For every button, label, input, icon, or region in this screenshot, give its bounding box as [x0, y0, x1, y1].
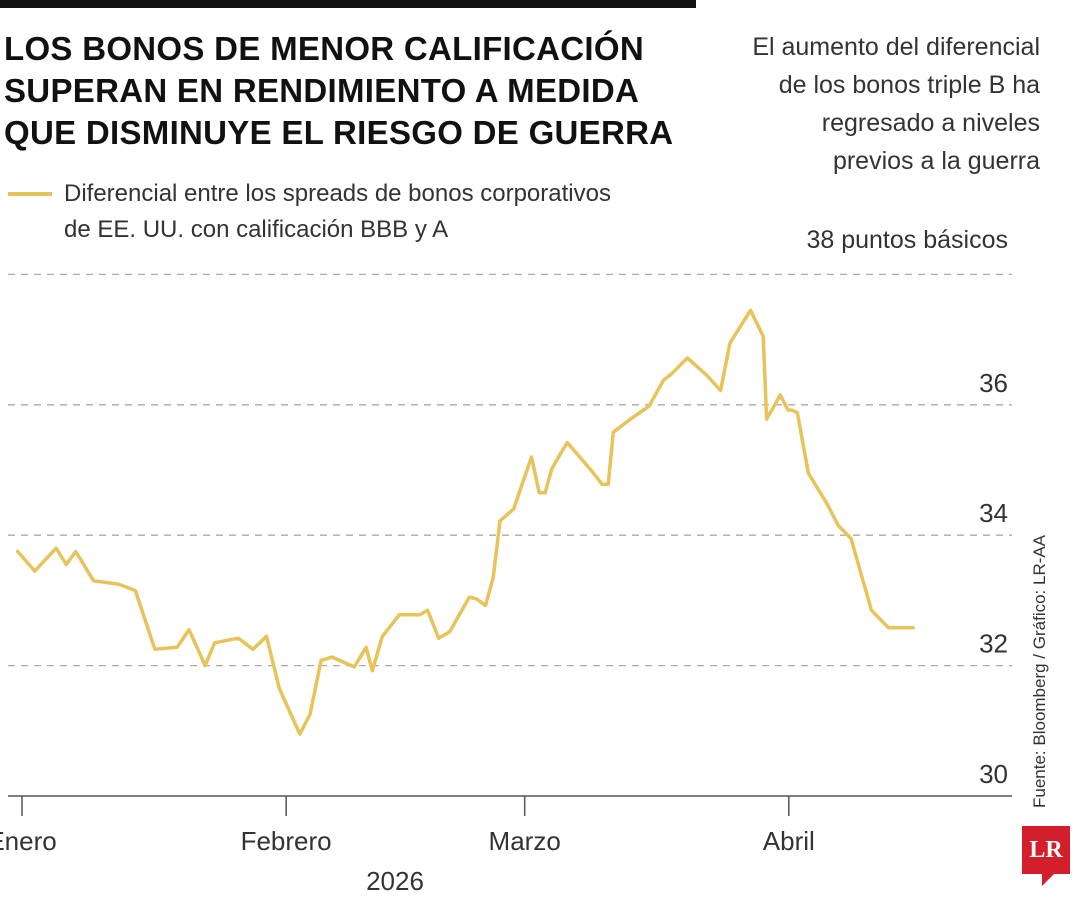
source-credit: Fuente: Bloomberg / Gráfico: LR-AA: [1030, 534, 1049, 808]
legend-swatch: [8, 192, 52, 196]
x-tick-label-febrero: Febrero: [241, 826, 332, 856]
lr-logo-text: LR: [1029, 837, 1063, 863]
legend-label-line-1: Diferencial entre los spreads de bonos c…: [64, 180, 611, 207]
chart-subtitle: El aumento del diferencial de los bonos …: [740, 28, 1040, 180]
legend-label-line-2: de EE. UU. con calificación BBB y A: [64, 216, 449, 243]
title-line-1: LOS BONOS DE MENOR CALIFICACIÓN: [4, 30, 644, 67]
chart-title: LOS BONOS DE MENOR CALIFICACIÓN SUPERAN …: [4, 28, 704, 154]
title-line-2: SUPERAN EN RENDIMIENTO A MEDIDA: [4, 72, 640, 109]
series-line-0: [15, 308, 915, 736]
lr-logo-tail: [1042, 874, 1054, 886]
x-tick-label-marzo: Marzo: [489, 826, 561, 856]
x-tick-label-abril: Abril: [763, 826, 815, 856]
y-tick-label-36: 36: [979, 368, 1008, 398]
x-tick-label-enero: Enero: [0, 826, 57, 856]
legend-label: Diferencial entre los spreads de bonos c…: [64, 176, 634, 248]
y-tick-label-32: 32: [979, 629, 1008, 659]
subtitle-line-2: de los bonos triple B ha: [778, 71, 1040, 99]
y-tick-label-30: 30: [979, 759, 1008, 789]
top-rule: [0, 0, 696, 8]
y-unit-label: 38 puntos básicos: [806, 226, 1008, 254]
subtitle-line-1: El aumento del diferencial: [752, 33, 1040, 61]
title-line-3: QUE DISMINUYE EL RIESGO DE GUERRA: [4, 114, 674, 151]
y-tick-label-34: 34: [979, 498, 1008, 528]
lr-logo: [1022, 826, 1070, 874]
subtitle-line-3: regresado a niveles: [821, 109, 1040, 137]
x-year-label: 2026: [366, 866, 424, 896]
subtitle-line-4: previos a la guerra: [832, 147, 1040, 175]
